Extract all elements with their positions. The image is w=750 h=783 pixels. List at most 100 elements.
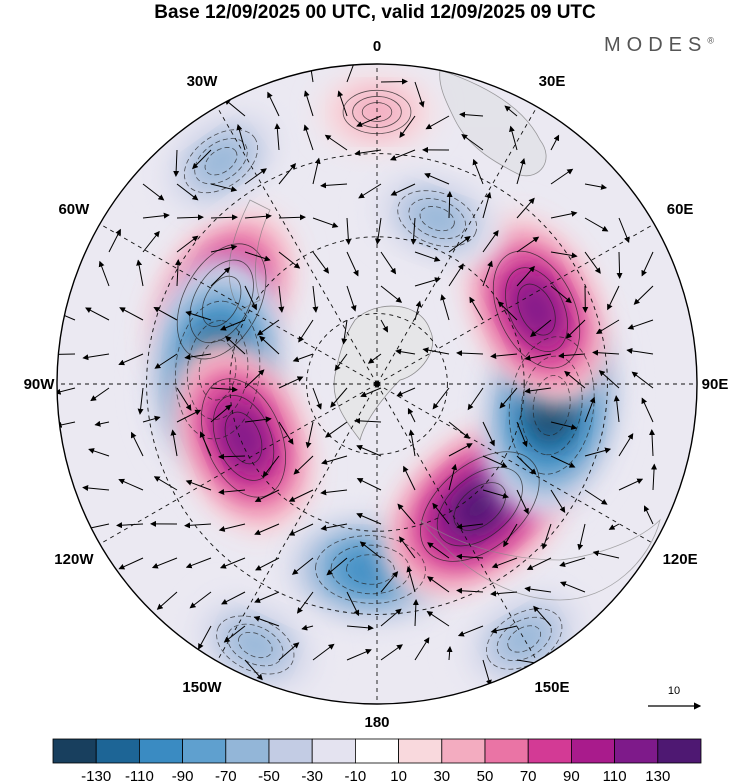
wind-arrow	[577, 523, 586, 551]
wind-arrow	[244, 251, 271, 262]
wind-arrow	[482, 191, 492, 219]
meridian-line	[376, 383, 655, 545]
colorbar-label: -50	[258, 768, 280, 783]
wind-arrow	[312, 157, 321, 185]
colorbar-swatch	[52, 738, 97, 764]
wind-arrow	[558, 352, 586, 359]
wind-arrow	[456, 553, 484, 560]
wind-arrow	[244, 416, 272, 423]
wind-arrow	[198, 625, 212, 650]
longitude-label: 60E	[667, 201, 694, 218]
wind-arrow	[584, 217, 609, 232]
colorbar-label: -110	[125, 768, 154, 783]
wind-arrow	[244, 168, 267, 185]
colorbar-swatch	[441, 738, 486, 764]
wind-arrow	[595, 319, 620, 335]
contour-level	[453, 482, 507, 531]
parallel-circle	[229, 236, 525, 532]
wind-arrow	[584, 183, 608, 190]
wind-arrow	[184, 522, 212, 529]
wind-arrow	[356, 444, 382, 457]
wind-vectors	[57, 64, 658, 686]
wind-arrow	[457, 625, 484, 637]
colorbar-label: 10	[390, 768, 407, 783]
meridian-line	[376, 383, 538, 662]
wind-arrow	[482, 659, 492, 686]
wind-arrow	[641, 397, 654, 423]
wind-arrow	[320, 489, 348, 496]
wind-arrow	[360, 387, 382, 398]
wind-arrow	[131, 431, 144, 457]
wind-arrow	[456, 587, 484, 594]
wind-arrow	[210, 183, 238, 192]
wind-arrow	[559, 581, 586, 593]
wind-arrow	[320, 182, 348, 189]
wind-arrow	[422, 347, 450, 355]
wind-arrow	[406, 565, 416, 593]
colorbar-swatch	[398, 738, 443, 764]
wind-arrow	[541, 523, 552, 550]
wind-arrow	[448, 443, 473, 457]
wind-arrow	[296, 591, 314, 614]
graticule	[57, 64, 697, 704]
wind-arrow	[185, 310, 212, 321]
longitude-label: 180	[364, 714, 389, 731]
wind-arrow	[482, 455, 508, 468]
wind-arrow	[156, 591, 178, 610]
wind-arrow	[94, 420, 110, 427]
wind-arrow	[136, 259, 144, 287]
contour-line	[436, 466, 523, 547]
wind-arrow	[254, 489, 280, 502]
wind-arrow	[254, 523, 280, 536]
wind-arrow	[397, 503, 416, 525]
colorbar-label: -130	[81, 768, 111, 783]
wind-arrow	[88, 448, 110, 457]
wind-arrow	[244, 369, 265, 389]
contour-line	[315, 535, 426, 604]
contour-line	[505, 267, 568, 352]
map-border	[56, 63, 698, 705]
wind-arrow	[618, 217, 630, 244]
wind-arrow	[649, 429, 656, 457]
wind-arrow	[499, 387, 518, 409]
wind-arrow	[176, 387, 192, 411]
wind-arrow	[278, 163, 296, 185]
colorbar-label: -10	[345, 768, 367, 783]
wind-arrow	[82, 353, 110, 361]
wind-arrow	[354, 417, 382, 424]
wind-arrow	[504, 105, 518, 117]
wind-arrow	[550, 489, 566, 513]
wind-arrow	[524, 353, 552, 361]
wind-arrow	[398, 536, 416, 559]
colorbar-label: -30	[301, 768, 323, 783]
pole-marker	[374, 381, 380, 387]
wind-arrow	[334, 353, 348, 371]
wind-arrow	[584, 489, 608, 505]
wind-arrow	[312, 387, 322, 410]
meridian-line	[216, 383, 378, 662]
wind-arrow	[218, 453, 246, 460]
wind-arrow	[142, 183, 165, 201]
wind-arrow	[565, 319, 586, 339]
wind-arrow	[324, 421, 348, 438]
wind-arrow	[312, 643, 335, 661]
wind-arrow	[633, 285, 654, 305]
wind-arrow	[137, 387, 144, 415]
wind-arrow	[410, 217, 417, 245]
wind-arrow	[278, 285, 285, 313]
wind-arrow	[288, 523, 314, 536]
wind-arrow	[278, 642, 300, 661]
wind-arrow	[218, 488, 246, 495]
colorbar-label: 50	[477, 768, 494, 783]
contour-lines	[397, 190, 478, 247]
colorbar: -130 -110 -90 -70 -50 -30 -10 10 30 50 70 90 110 130	[52, 738, 702, 783]
wind-arrow	[533, 605, 552, 627]
wind-arrow	[490, 590, 518, 597]
parallel-circle	[146, 153, 608, 615]
wind-arrow	[448, 236, 471, 253]
wind-arrow	[324, 134, 348, 151]
wind-arrow	[116, 522, 144, 529]
wind-arrow	[225, 335, 246, 355]
colorbar-swatch	[571, 738, 616, 764]
contour-lines	[508, 336, 595, 475]
